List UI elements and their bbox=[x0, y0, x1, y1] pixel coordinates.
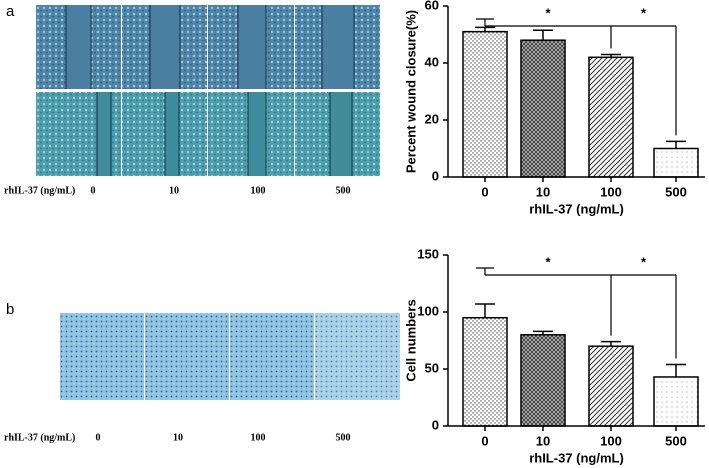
y-tick-label: 150 bbox=[417, 246, 439, 261]
panel-label: a bbox=[6, 3, 15, 20]
axis-label: rhIL-37 (ng/mL) bbox=[4, 432, 75, 443]
y-tick-label: 60 bbox=[425, 0, 439, 12]
significance: * bbox=[641, 254, 647, 269]
x-tick-label: 100 bbox=[600, 433, 622, 448]
x-tick-label: 500 bbox=[665, 184, 687, 199]
significance: * bbox=[545, 5, 551, 20]
bar bbox=[462, 316, 508, 427]
y-tick-label: 50 bbox=[425, 360, 439, 375]
significance: * bbox=[545, 254, 551, 269]
bar bbox=[520, 39, 566, 178]
image-label: 0 bbox=[91, 185, 96, 196]
image-label: 500 bbox=[336, 185, 351, 196]
y-tick-label: 20 bbox=[425, 111, 439, 126]
image-label: 10 bbox=[173, 432, 183, 443]
image-label: 100 bbox=[251, 185, 266, 196]
bar bbox=[462, 30, 508, 178]
x-tick-label: 500 bbox=[665, 433, 687, 448]
axis-label: rhIL-37 (ng/mL) bbox=[4, 185, 75, 196]
y-tick-label: 40 bbox=[425, 54, 439, 69]
scratch-images bbox=[36, 5, 400, 400]
image-label: 500 bbox=[336, 432, 351, 443]
x-tick-label: 10 bbox=[536, 433, 550, 448]
bar bbox=[520, 334, 566, 427]
y-axis-label: Cell numbers bbox=[403, 299, 418, 381]
x-tick-label: 0 bbox=[481, 433, 488, 448]
image-label: 100 bbox=[251, 432, 266, 443]
row-label: 0h bbox=[19, 41, 30, 52]
significance: * bbox=[641, 5, 647, 20]
y-tick-label: 0 bbox=[432, 168, 439, 183]
x-tick-label: 10 bbox=[536, 184, 550, 199]
x-axis-label: rhIL-37 (ng/mL) bbox=[529, 450, 624, 465]
x-tick-label: 100 bbox=[600, 184, 622, 199]
y-tick-label: 0 bbox=[432, 417, 439, 432]
bar bbox=[653, 376, 699, 427]
row-label: 24h bbox=[14, 128, 30, 139]
bar bbox=[588, 56, 634, 178]
x-axis-label: rhIL-37 (ng/mL) bbox=[529, 201, 624, 216]
image-label: 0 bbox=[96, 432, 101, 443]
bar bbox=[653, 147, 699, 178]
y-axis-label: Percent wound closure(%) bbox=[403, 10, 418, 173]
x-tick-label: 0 bbox=[481, 184, 488, 199]
image-label: 10 bbox=[169, 185, 179, 196]
y-tick-label: 100 bbox=[417, 303, 439, 318]
bar bbox=[588, 345, 634, 427]
panel-label: b bbox=[6, 301, 14, 318]
